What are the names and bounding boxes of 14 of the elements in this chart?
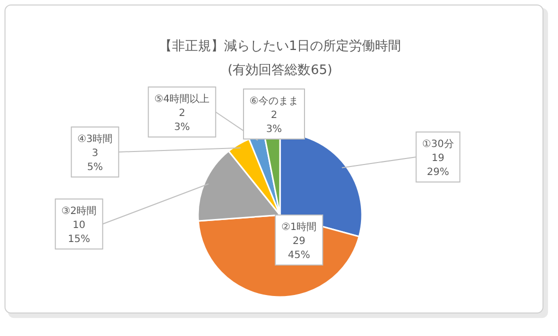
slice-label: ⑤4時間以上 — [154, 93, 210, 105]
slice-label: ③2時間 — [61, 205, 97, 217]
slice-label: ④3時間 — [77, 133, 113, 145]
data-label: 29 45% — [288, 236, 310, 261]
slice-label: ⑥今のまま — [250, 95, 298, 107]
data-label: 3 5% — [87, 148, 103, 173]
data-label: 19 29% — [426, 153, 450, 178]
slice-label: ①30分 — [422, 138, 454, 150]
slice-label: ②1時間 — [281, 221, 317, 233]
title: 【非正規】減らしたい1日の所定労働時間 — [158, 39, 402, 54]
data-label: 10 15% — [68, 220, 90, 245]
data-label: 2 3% — [174, 108, 190, 133]
data-label: 2 3% — [266, 110, 282, 135]
subtitle: (有効回答総数65) — [228, 63, 332, 78]
